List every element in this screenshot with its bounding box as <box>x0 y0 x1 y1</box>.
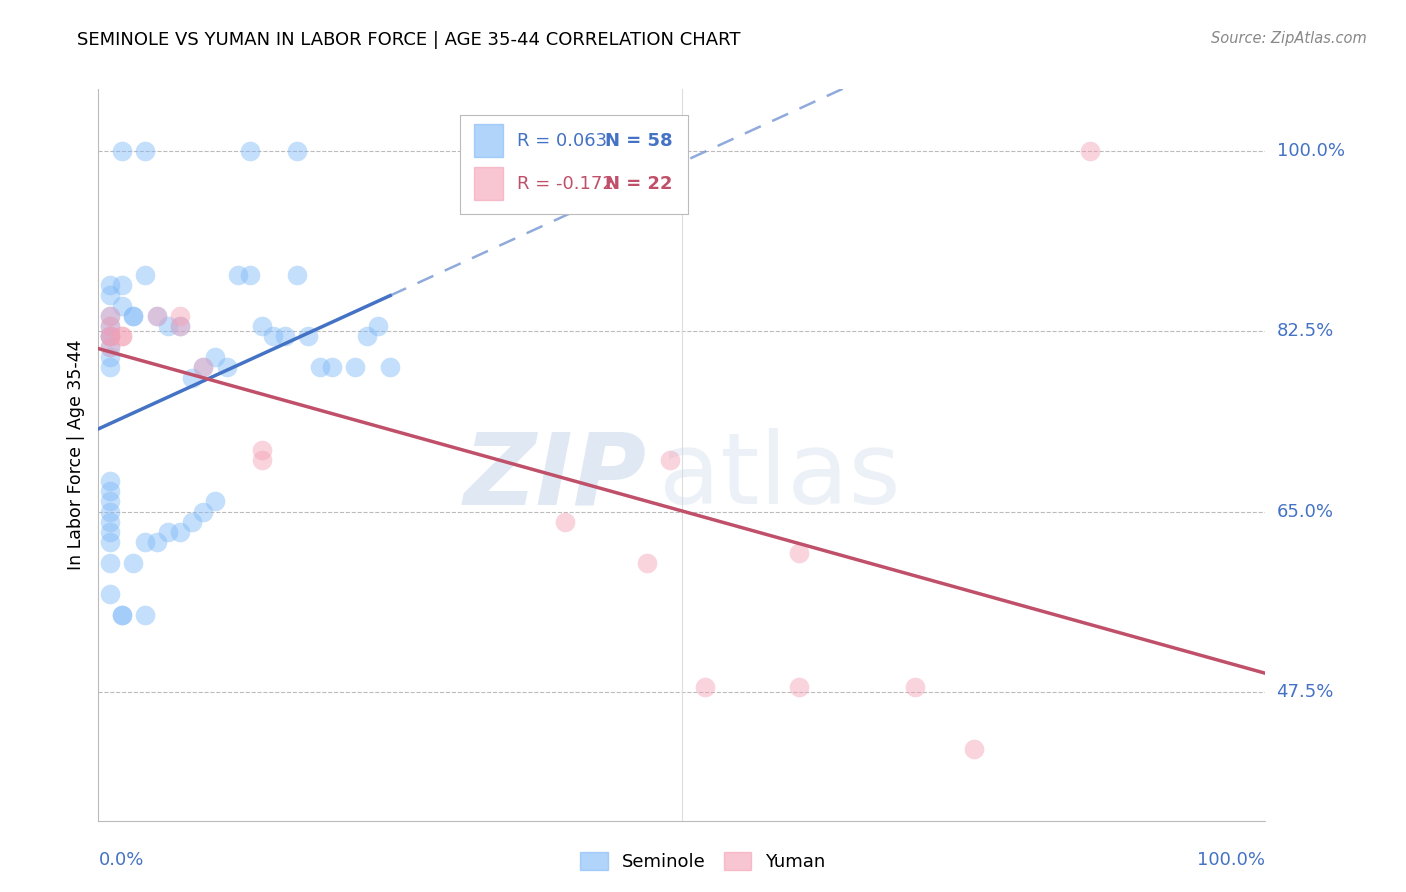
Text: N = 22: N = 22 <box>605 175 672 193</box>
Point <box>111 329 134 343</box>
Text: N = 58: N = 58 <box>605 132 672 150</box>
Point <box>134 268 156 282</box>
Point <box>169 319 191 334</box>
Point <box>98 587 121 601</box>
Point <box>157 525 180 540</box>
Point <box>157 319 180 334</box>
Text: Source: ZipAtlas.com: Source: ZipAtlas.com <box>1211 31 1367 46</box>
Legend: Seminole, Yuman: Seminole, Yuman <box>574 845 832 879</box>
Point <box>146 309 169 323</box>
Point <box>239 268 262 282</box>
Point <box>659 453 682 467</box>
Point <box>98 525 121 540</box>
Point <box>228 268 250 282</box>
Text: SEMINOLE VS YUMAN IN LABOR FORCE | AGE 35-44 CORRELATION CHART: SEMINOLE VS YUMAN IN LABOR FORCE | AGE 3… <box>77 31 741 49</box>
Text: atlas: atlas <box>658 428 900 525</box>
Point <box>111 299 134 313</box>
Point <box>98 556 121 570</box>
Point <box>98 319 121 334</box>
Point <box>98 340 121 354</box>
Point <box>215 360 238 375</box>
Point <box>146 535 169 549</box>
Point <box>111 329 134 343</box>
Point <box>309 360 332 375</box>
Point <box>169 319 191 334</box>
Point <box>111 144 134 158</box>
Point <box>344 360 367 375</box>
Point <box>98 319 121 334</box>
Point <box>122 556 145 570</box>
Point <box>380 360 402 375</box>
Point <box>98 360 121 375</box>
Point <box>98 535 121 549</box>
Text: 0.0%: 0.0% <box>98 851 143 869</box>
Point <box>122 309 145 323</box>
Point <box>98 309 121 323</box>
Point <box>98 329 121 343</box>
Point <box>98 329 121 343</box>
Text: 82.5%: 82.5% <box>1277 322 1334 340</box>
Point <box>962 741 984 756</box>
Text: 47.5%: 47.5% <box>1277 683 1334 701</box>
Text: R = 0.063: R = 0.063 <box>517 132 607 150</box>
Point <box>204 494 226 508</box>
FancyBboxPatch shape <box>474 124 503 157</box>
Point <box>98 329 121 343</box>
Point <box>695 680 717 694</box>
Point <box>134 535 156 549</box>
Point <box>98 350 121 364</box>
FancyBboxPatch shape <box>460 115 688 213</box>
Point <box>134 144 156 158</box>
Point <box>285 268 308 282</box>
Point <box>98 515 121 529</box>
Point <box>134 607 156 622</box>
Point <box>297 329 319 343</box>
Point <box>250 453 273 467</box>
Point <box>554 515 576 529</box>
Point <box>204 350 226 364</box>
Point <box>250 319 273 334</box>
Point <box>239 144 262 158</box>
Text: 65.0%: 65.0% <box>1277 502 1333 521</box>
Point <box>98 505 121 519</box>
Point <box>169 525 191 540</box>
Y-axis label: In Labor Force | Age 35-44: In Labor Force | Age 35-44 <box>66 340 84 570</box>
Point <box>1080 144 1102 158</box>
Point <box>111 277 134 292</box>
Point <box>180 515 202 529</box>
Point <box>111 607 134 622</box>
Point <box>787 680 810 694</box>
Point <box>146 309 169 323</box>
Point <box>367 319 389 334</box>
Text: R = -0.172: R = -0.172 <box>517 175 614 193</box>
Point <box>180 370 202 384</box>
Point <box>356 329 378 343</box>
Point <box>169 309 191 323</box>
Point <box>122 309 145 323</box>
Point <box>111 607 134 622</box>
Point <box>98 494 121 508</box>
Point <box>262 329 284 343</box>
Point <box>193 360 215 375</box>
Text: 100.0%: 100.0% <box>1277 142 1344 160</box>
Point <box>98 309 121 323</box>
FancyBboxPatch shape <box>474 168 503 201</box>
Point <box>193 360 215 375</box>
Point <box>98 474 121 488</box>
Point <box>98 277 121 292</box>
Point <box>98 483 121 498</box>
Point <box>250 442 273 457</box>
Point <box>321 360 343 375</box>
Point <box>787 546 810 560</box>
Text: 100.0%: 100.0% <box>1198 851 1265 869</box>
Point <box>285 144 308 158</box>
Point <box>98 288 121 302</box>
Point <box>193 505 215 519</box>
Point <box>636 556 658 570</box>
Text: ZIP: ZIP <box>464 428 647 525</box>
Point <box>98 340 121 354</box>
Point <box>904 680 927 694</box>
Point <box>274 329 297 343</box>
Point <box>98 329 121 343</box>
